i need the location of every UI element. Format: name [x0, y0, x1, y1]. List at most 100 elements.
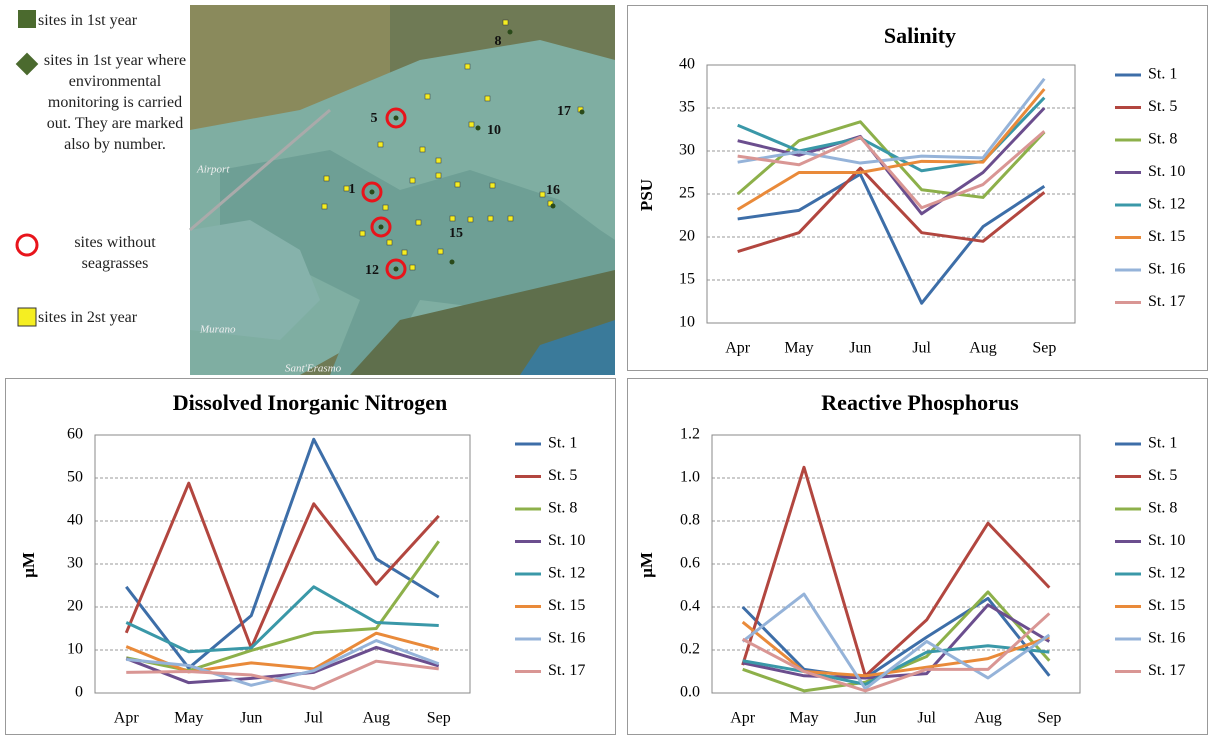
x-tick-label: Jun: [240, 710, 262, 727]
legend-label: St. 10: [1148, 163, 1185, 180]
y-tick-label: 0: [75, 684, 83, 701]
x-tick-label: Jul: [912, 340, 931, 357]
series-line: [126, 633, 439, 672]
x-tick-label: Jun: [849, 340, 871, 357]
site-label: 15: [449, 226, 463, 241]
y-tick-label: 25: [679, 185, 695, 202]
series-line: [126, 483, 439, 648]
y-tick-label: 1.0: [680, 469, 700, 486]
y-tick-label: 0.6: [680, 555, 700, 572]
legend-label: St. 5: [1148, 467, 1177, 484]
x-tick-label: Sep: [427, 710, 451, 727]
x-tick-label: Apr: [725, 340, 751, 357]
y-tick-label: 0.8: [680, 512, 700, 529]
panel-border: [6, 379, 616, 735]
y-tick-label: 50: [67, 469, 83, 486]
y-tick-label: 0.4: [680, 598, 700, 615]
legend-text: sites in 1st year: [38, 10, 188, 31]
legend-icon: [18, 308, 36, 326]
y-tick-label: 40: [67, 512, 83, 529]
panel-border: [628, 379, 1208, 735]
series-line: [743, 646, 1050, 685]
place-label: Airport: [196, 164, 230, 176]
x-tick-label: May: [174, 710, 203, 727]
place-label: Sant'Erasmo: [285, 363, 342, 375]
map: [190, 5, 615, 375]
x-tick-label: Apr: [730, 710, 756, 727]
legend-label: St. 17: [548, 662, 585, 679]
series-line: [126, 541, 439, 670]
series-line: [738, 89, 1045, 209]
y-tick-label: 0.0: [680, 684, 700, 701]
legend-label: St. 1: [1148, 435, 1177, 452]
y-tick-label: 35: [679, 99, 695, 116]
x-tick-label: Aug: [974, 710, 1002, 727]
legend-label: St. 8: [1148, 500, 1177, 517]
plot-frame: [95, 435, 470, 693]
series-line: [126, 647, 439, 682]
series-line: [743, 594, 1050, 689]
y-axis-label: µM: [19, 552, 38, 578]
chart-title: Reactive Phosphorus: [821, 390, 1019, 415]
series-line: [738, 131, 1045, 208]
legend-text: sites without seagrasses: [40, 232, 190, 274]
y-tick-label: 60: [67, 426, 83, 443]
legend-text: sites in 1st year where environmental mo…: [40, 50, 190, 155]
legend-icon: [18, 10, 36, 28]
y-tick-label: 30: [679, 142, 695, 159]
site-label: 1: [349, 182, 356, 197]
y-tick-label: 30: [67, 555, 83, 572]
plot-frame: [712, 435, 1080, 693]
legend-label: St. 1: [1148, 66, 1177, 83]
legend-label: St. 17: [1148, 662, 1185, 679]
x-tick-label: May: [784, 340, 813, 357]
legend-label: St. 5: [548, 467, 577, 484]
legend-label: St. 17: [1148, 293, 1185, 310]
y-tick-label: 15: [679, 271, 695, 288]
panel-border: [628, 6, 1208, 371]
legend-label: St. 8: [548, 500, 577, 517]
x-tick-label: Aug: [969, 340, 997, 357]
y-tick-label: 20: [679, 228, 695, 245]
series-line: [126, 439, 439, 668]
y-tick-label: 1.2: [680, 426, 700, 443]
x-tick-label: Aug: [362, 710, 390, 727]
legend-label: St. 5: [1148, 98, 1177, 115]
legend-label: St. 16: [548, 630, 585, 647]
series-line: [743, 467, 1050, 676]
y-tick-label: 20: [67, 598, 83, 615]
series-line: [743, 613, 1050, 690]
x-tick-label: Sep: [1032, 340, 1056, 357]
legend-label: St. 12: [1148, 196, 1185, 213]
x-tick-label: Jun: [854, 710, 876, 727]
x-tick-label: Jul: [917, 710, 936, 727]
y-axis-label: PSU: [637, 179, 656, 211]
y-tick-label: 10: [679, 314, 695, 331]
legend-label: St. 16: [1148, 630, 1185, 647]
series-line: [126, 661, 439, 689]
x-tick-label: Apr: [114, 710, 140, 727]
series-line: [126, 641, 439, 686]
series-line: [738, 79, 1045, 163]
site-label: 16: [546, 183, 560, 198]
figure: sites in 1st year sites in 1st year wher…: [0, 0, 1208, 735]
legend-label: St. 12: [1148, 565, 1185, 582]
site-label: 10: [487, 123, 501, 138]
legend-label: St. 1: [548, 435, 577, 452]
legend-text: sites in 2st year: [38, 307, 188, 328]
y-tick-label: 10: [67, 641, 83, 658]
place-label: Murano: [199, 324, 236, 336]
legend-label: St. 15: [1148, 597, 1185, 614]
x-tick-label: Sep: [1037, 710, 1061, 727]
chart-title: Salinity: [884, 23, 956, 48]
series-line: [738, 122, 1045, 198]
plot-frame: [707, 65, 1075, 323]
x-tick-label: May: [789, 710, 818, 727]
y-axis-label: µM: [637, 552, 656, 578]
legend-icon: [17, 235, 37, 255]
x-tick-label: Jul: [304, 710, 323, 727]
site-label: 17: [557, 104, 571, 119]
series-line: [738, 108, 1045, 214]
series-line: [738, 174, 1045, 303]
series-line: [743, 605, 1050, 678]
